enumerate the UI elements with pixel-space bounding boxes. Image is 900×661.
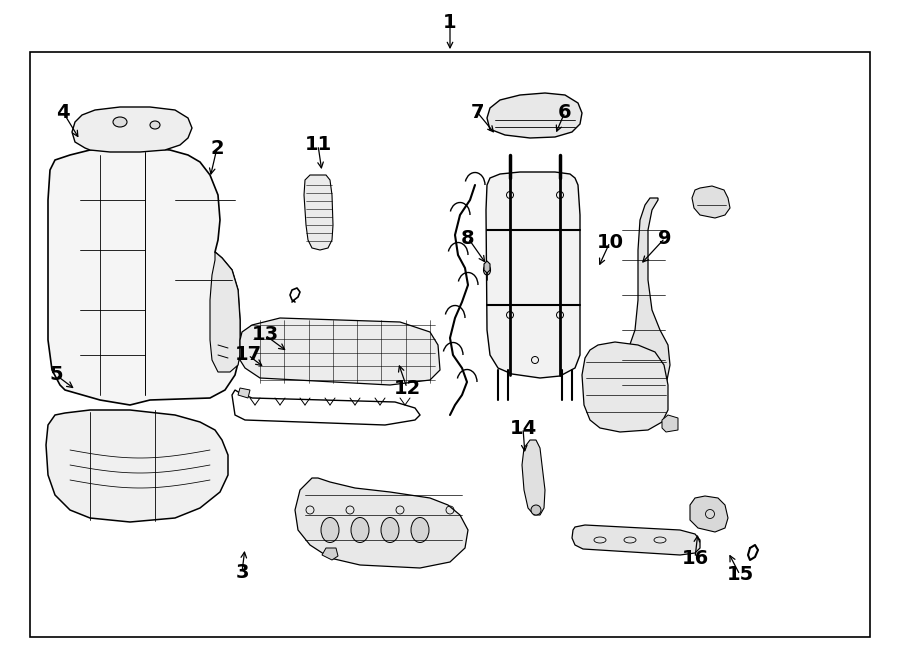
Polygon shape — [295, 478, 468, 568]
Polygon shape — [48, 148, 240, 405]
Bar — [30, 52, 870, 637]
Text: 3: 3 — [235, 563, 248, 582]
Polygon shape — [662, 415, 678, 432]
Polygon shape — [618, 198, 670, 412]
Text: 16: 16 — [681, 549, 708, 568]
Polygon shape — [46, 410, 228, 522]
Text: 12: 12 — [393, 379, 420, 397]
Text: 8: 8 — [461, 229, 475, 247]
Text: 1: 1 — [443, 13, 457, 32]
Text: 17: 17 — [234, 346, 262, 364]
Polygon shape — [486, 172, 580, 378]
Polygon shape — [240, 318, 440, 385]
Text: 15: 15 — [726, 566, 753, 584]
Polygon shape — [72, 107, 192, 152]
Polygon shape — [322, 548, 338, 560]
Text: 5: 5 — [50, 366, 63, 385]
Text: 11: 11 — [304, 136, 331, 155]
Polygon shape — [582, 342, 668, 432]
Text: 9: 9 — [658, 229, 671, 247]
Ellipse shape — [150, 121, 160, 129]
Polygon shape — [304, 175, 333, 250]
Polygon shape — [522, 440, 545, 515]
Ellipse shape — [381, 518, 399, 543]
Polygon shape — [484, 261, 490, 273]
Polygon shape — [487, 93, 582, 138]
Text: 10: 10 — [597, 233, 624, 251]
Ellipse shape — [321, 518, 339, 543]
Ellipse shape — [411, 518, 429, 543]
Text: 6: 6 — [558, 102, 572, 122]
Polygon shape — [572, 525, 700, 555]
Text: 14: 14 — [509, 418, 536, 438]
Text: 4: 4 — [56, 102, 70, 122]
Text: 7: 7 — [470, 102, 484, 122]
Polygon shape — [210, 252, 240, 372]
Ellipse shape — [531, 505, 541, 515]
Polygon shape — [238, 388, 250, 398]
Polygon shape — [690, 496, 728, 532]
Ellipse shape — [351, 518, 369, 543]
Text: 2: 2 — [211, 139, 224, 157]
Ellipse shape — [113, 117, 127, 127]
Text: 13: 13 — [251, 325, 279, 344]
Polygon shape — [692, 186, 730, 218]
Ellipse shape — [483, 265, 490, 275]
